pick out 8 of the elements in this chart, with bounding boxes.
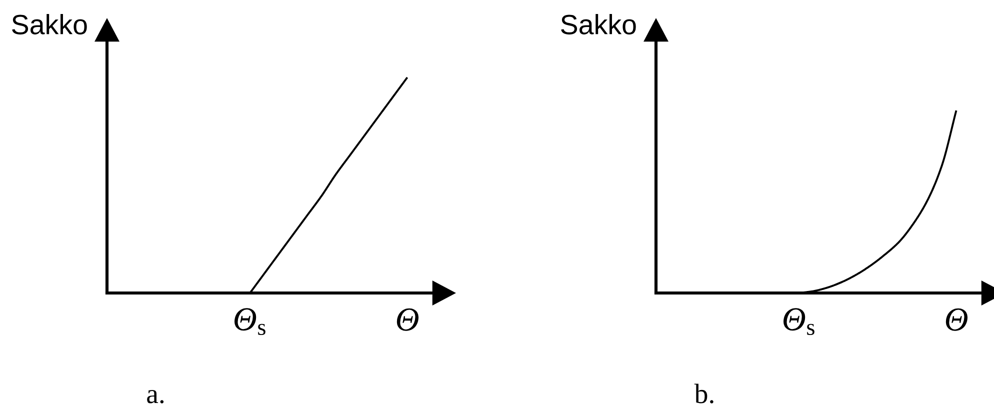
x-tick-label: Θ$_{s}$ — [234, 308, 266, 336]
text: a. — [147, 390, 164, 404]
y-axis-title: Sakko — [12, 14, 87, 34]
y-axis-title: Sakko — [561, 14, 636, 34]
x-tick-label: Θ — [946, 308, 968, 331]
text: b. — [694, 384, 714, 404]
x-tick-label: Θ$_{s}$ — [783, 308, 814, 336]
x-tick-label: Θ — [396, 308, 419, 331]
